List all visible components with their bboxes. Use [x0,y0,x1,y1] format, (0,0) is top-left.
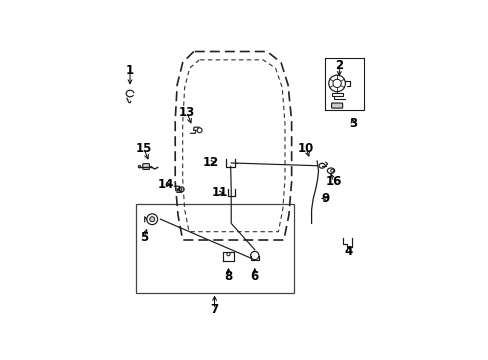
Text: 4: 4 [344,244,352,258]
Text: 5: 5 [140,231,148,244]
Text: 1: 1 [126,64,134,77]
Text: 12: 12 [202,156,218,169]
Text: 7: 7 [210,303,218,316]
Text: 6: 6 [250,270,258,283]
Circle shape [138,165,141,168]
Text: 16: 16 [325,175,341,188]
Text: 11: 11 [212,186,228,199]
FancyBboxPatch shape [142,164,149,170]
Text: 10: 10 [297,142,313,155]
Text: 13: 13 [179,106,195,119]
FancyBboxPatch shape [331,103,342,108]
Text: 3: 3 [348,117,357,130]
Text: 9: 9 [321,192,329,205]
Text: 15: 15 [136,142,152,155]
Text: 14: 14 [158,178,174,191]
Circle shape [149,217,154,222]
Text: 8: 8 [224,270,232,283]
Text: 2: 2 [335,59,343,72]
